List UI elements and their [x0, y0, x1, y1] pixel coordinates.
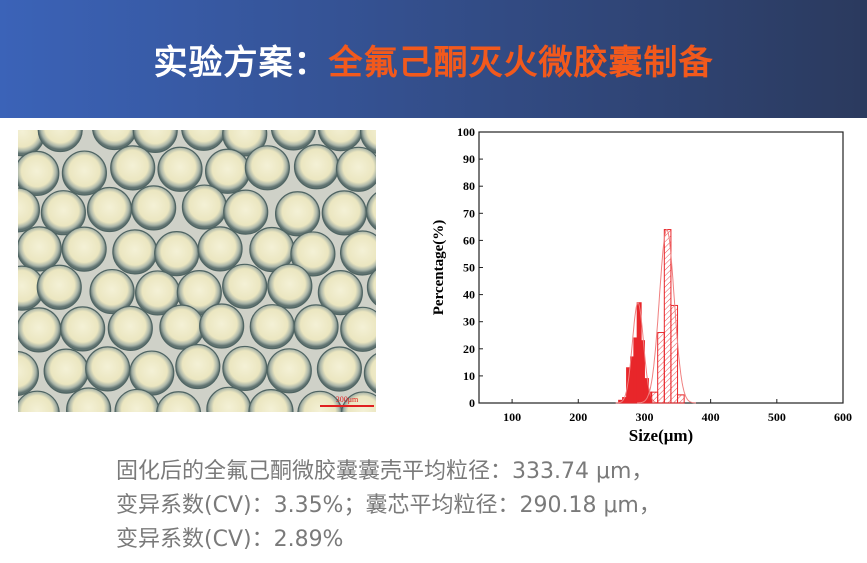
caption: 固化后的全氟己酮微胶囊囊壳平均粒径：333.74 μm， 变异系数(CV)：3.…: [116, 455, 836, 557]
microcapsule: [37, 130, 83, 153]
microcapsule: [154, 231, 200, 277]
microcapsule: [66, 387, 112, 412]
histogram-bar: [650, 391, 659, 404]
microcapsule: [270, 130, 316, 151]
microcapsule: [18, 307, 62, 353]
microcapsule: [157, 146, 203, 192]
y-tick-label: 60: [463, 233, 475, 247]
microcapsule: [18, 390, 60, 412]
microcapsule: [248, 389, 294, 412]
microcapsule: [266, 348, 312, 394]
page-title: 实验方案：全氟己酮灭火微胶囊制备: [153, 42, 714, 83]
microcapsule: [181, 184, 228, 230]
x-tick-label: 100: [503, 410, 521, 424]
caption-line: 变异系数(CV)：2.89%: [116, 527, 344, 552]
microcapsule: [363, 353, 376, 394]
x-tick-label: 200: [569, 410, 587, 424]
size-distribution-chart: 0 10 20 30 40 50 60 70 80 90 100 100 200 300 400 500 600…: [431, 125, 852, 445]
y-tick-label: 80: [463, 179, 475, 193]
x-axis-label: Size(μm): [629, 426, 693, 445]
microcapsule: [129, 350, 175, 396]
microcapsule: [89, 268, 135, 315]
microcapsule: [18, 150, 60, 197]
histogram-bar: [657, 332, 665, 404]
microcapsule: [293, 304, 339, 350]
microcapsule: [206, 386, 252, 412]
microcapsule: [366, 268, 376, 306]
microcapsule: [359, 130, 376, 154]
microcapsule: [86, 186, 133, 233]
histogram-bar: [670, 304, 679, 404]
microcapsule: [18, 226, 62, 272]
header-banner: 实验方案：全氟己酮灭火微胶囊制备: [0, 0, 867, 118]
microcapsule: [36, 264, 82, 310]
microcapsule: [92, 130, 138, 151]
microcapsule: [112, 229, 158, 275]
microcapsule: [156, 391, 202, 412]
x-tick-label: 300: [635, 410, 653, 424]
y-tick-label: 90: [463, 152, 475, 166]
x-tick-label: 500: [768, 410, 786, 424]
title-highlight: 全氟己酮灭火微胶囊制备: [328, 42, 714, 83]
y-tick-label: 20: [463, 342, 475, 356]
microcapsule: [321, 190, 367, 236]
microcapsule: [274, 191, 321, 237]
x-tick-label: 600: [834, 410, 852, 424]
caption-line: 变异系数(CV)：3.35%；囊芯平均粒径：290.18 μm，: [116, 493, 661, 518]
microcapsule-micrograph: 300μm: [18, 130, 376, 412]
microcapsule: [244, 145, 290, 191]
microcapsule: [339, 230, 376, 276]
microcapsule: [107, 305, 153, 351]
microcapsule: [197, 226, 243, 272]
microcapsule: [317, 270, 363, 316]
histogram-bar: [663, 229, 672, 404]
microcapsule: [267, 263, 313, 309]
y-tick-label: 30: [463, 315, 475, 329]
microcapsule: [222, 345, 268, 392]
microcapsule: [61, 226, 107, 272]
microcapsule: [316, 346, 362, 392]
microcapsule: [249, 304, 295, 350]
histogram-bar: [640, 340, 645, 404]
scale-bar-label: 300μm: [336, 395, 359, 404]
microcapsule: [61, 150, 107, 196]
fit-curve: [637, 228, 696, 404]
microcapsule: [365, 192, 376, 230]
microcapsule: [132, 130, 178, 153]
microcapsule: [110, 145, 156, 191]
microcapsule: [18, 350, 39, 396]
microcapsule: [317, 130, 364, 152]
y-tick-label: 40: [463, 288, 475, 302]
microcapsule: [335, 146, 376, 192]
microcapsule: [131, 185, 177, 231]
y-tick-label: 10: [463, 369, 475, 383]
microcapsule: [223, 189, 269, 235]
microcapsule: [175, 343, 221, 390]
y-tick-label: 0: [469, 396, 475, 410]
y-tick-label: 50: [463, 261, 475, 275]
microcapsule: [159, 304, 205, 350]
microcapsule: [43, 348, 89, 394]
caption-line: 固化后的全氟己酮微胶囊囊壳平均粒径：333.74 μm，: [116, 459, 654, 484]
microcapsule: [18, 187, 40, 233]
microcapsule: [60, 306, 106, 352]
microcapsule: [222, 263, 268, 309]
microcapsule: [290, 231, 336, 277]
y-tick-label: 100: [457, 125, 475, 139]
histogram-bar: [677, 394, 685, 404]
histogram-bar: [643, 378, 649, 404]
microcapsule: [85, 346, 131, 392]
microcapsule: [293, 144, 340, 190]
y-tick-label: 70: [463, 206, 475, 220]
y-axis-label: Percentage(%): [431, 220, 447, 316]
microcapsule: [181, 130, 227, 151]
microcapsule: [199, 303, 245, 349]
microcapsule: [40, 190, 86, 236]
x-tick-label: 400: [702, 410, 720, 424]
microcapsule: [340, 306, 376, 352]
histogram-bar: [636, 302, 642, 404]
